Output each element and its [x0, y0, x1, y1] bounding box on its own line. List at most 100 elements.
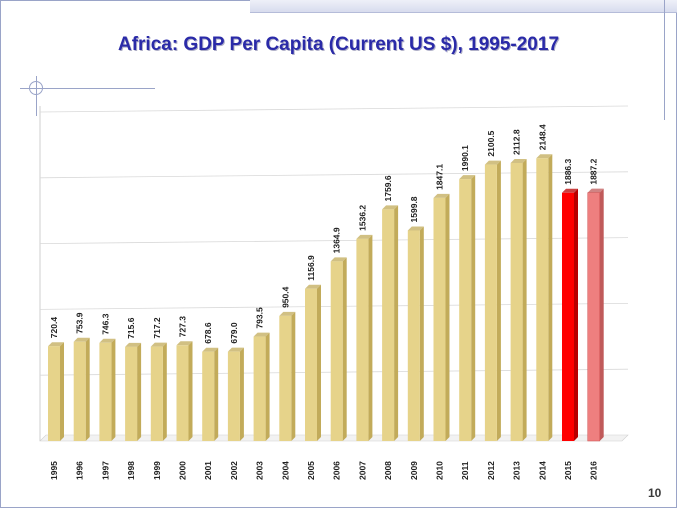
- bar-top: [382, 205, 399, 210]
- bar-side: [599, 188, 604, 441]
- bar-top: [125, 342, 142, 347]
- x-tick-label: 2014: [537, 461, 547, 480]
- chart-title: Africa: GDP Per Capita (Current US $), 1…: [117, 34, 560, 55]
- bar: [48, 346, 60, 441]
- data-label: 1886.3: [563, 158, 573, 184]
- data-label: 2100.5: [486, 130, 496, 156]
- bar-side: [188, 341, 193, 441]
- x-tick-label: 2006: [332, 461, 342, 480]
- bar-top: [510, 158, 527, 163]
- data-label: 720.4: [49, 317, 59, 339]
- bar: [99, 342, 112, 441]
- bar-top: [73, 337, 90, 342]
- bar: [562, 192, 574, 441]
- bar: [459, 179, 472, 441]
- bar: [202, 351, 215, 441]
- bar-side: [265, 332, 270, 441]
- bar-top: [253, 332, 270, 337]
- bar-side: [85, 337, 90, 441]
- bar-top: [459, 175, 476, 180]
- x-tick-label: 2000: [178, 461, 188, 480]
- data-label: 1990.1: [460, 145, 470, 171]
- bar-side: [239, 347, 244, 441]
- bar-side: [111, 338, 116, 441]
- x-tick-label: 2003: [255, 461, 265, 480]
- x-tick-label: 2001: [203, 461, 213, 480]
- bar-top: [279, 311, 296, 316]
- gridline: [39, 105, 629, 113]
- x-tick-label: 2004: [280, 461, 290, 480]
- bar: [587, 192, 600, 442]
- bar: [484, 164, 497, 441]
- crosshair-icon: [29, 81, 43, 95]
- data-label: 1599.8: [409, 196, 419, 222]
- bar: [125, 346, 138, 441]
- bar-top: [202, 347, 219, 352]
- data-label: 753.9: [75, 312, 85, 334]
- bar-side: [548, 154, 553, 441]
- bar-side: [342, 257, 347, 441]
- bar-side: [445, 193, 450, 441]
- bar-top: [562, 188, 578, 193]
- bar: [73, 341, 86, 441]
- x-tick-label: 2012: [486, 461, 496, 480]
- bar-top: [536, 154, 553, 159]
- bar-top: [484, 160, 501, 165]
- bar-side: [137, 342, 142, 441]
- gridline: [39, 171, 629, 179]
- x-tick-label: 2009: [409, 461, 419, 480]
- bar-top: [99, 338, 116, 343]
- x-tick-label: 1997: [100, 461, 110, 480]
- bar: [176, 345, 189, 441]
- bar-side: [574, 188, 578, 441]
- data-label: 2148.4: [537, 124, 547, 150]
- data-label: 1536.2: [357, 205, 367, 231]
- bar-top: [587, 188, 604, 193]
- bar: [407, 230, 420, 441]
- x-tick-label: 1995: [49, 461, 59, 480]
- bar: [510, 162, 523, 442]
- page-number: 10: [648, 486, 662, 500]
- data-label: 727.3: [178, 316, 188, 338]
- bar-side: [162, 342, 167, 441]
- bar: [305, 288, 317, 441]
- x-tick-label: 2016: [589, 461, 599, 480]
- decorative-rule: [20, 88, 155, 89]
- x-tick-label: 1998: [126, 461, 136, 480]
- bar-side: [214, 347, 219, 441]
- x-tick-label: 2008: [383, 461, 393, 480]
- x-tick-label: 2015: [563, 461, 573, 480]
- bar: [253, 336, 266, 441]
- bar-top: [227, 347, 244, 352]
- x-tick-label: 2002: [229, 461, 239, 480]
- bar: [433, 197, 446, 441]
- x-tick-label: 2007: [357, 461, 367, 480]
- bar-top: [48, 342, 64, 347]
- data-label: 746.3: [100, 313, 110, 335]
- bar: [279, 315, 292, 441]
- data-label: 2112.8: [512, 129, 522, 155]
- bar-side: [471, 175, 476, 441]
- bar: [330, 261, 343, 441]
- data-label: 793.5: [255, 307, 265, 329]
- data-label: 1364.9: [332, 227, 342, 253]
- data-label: 715.6: [126, 317, 136, 339]
- x-tick-label: 2005: [306, 461, 316, 480]
- bar: [356, 238, 369, 441]
- bar-top: [433, 193, 450, 198]
- x-tick-label: 1999: [152, 461, 162, 480]
- data-label: 1887.2: [589, 158, 599, 184]
- data-label: 717.2: [152, 317, 162, 339]
- data-label: 1847.1: [435, 164, 445, 190]
- bar-top: [305, 284, 321, 289]
- data-label: 950.4: [280, 286, 290, 308]
- bar-side: [522, 158, 527, 442]
- data-label: 1156.9: [306, 255, 316, 281]
- bar-top: [407, 226, 424, 231]
- bar: [382, 209, 395, 441]
- data-label: 1759.6: [383, 175, 393, 201]
- bar: [227, 351, 240, 441]
- data-label: 679.0: [229, 322, 239, 344]
- bar-top: [150, 342, 167, 347]
